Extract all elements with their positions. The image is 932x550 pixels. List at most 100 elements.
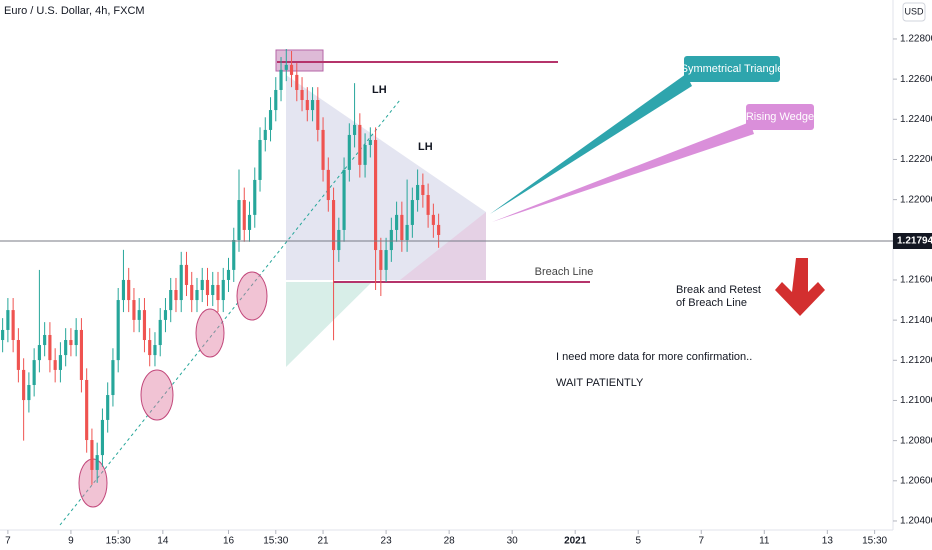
annotation: Symmetrical Triangle bbox=[681, 63, 784, 75]
trend-line bbox=[59, 99, 401, 526]
candle-body bbox=[79, 329, 83, 380]
circle bbox=[140, 369, 174, 421]
x-tick-label: 7 bbox=[5, 536, 11, 547]
candle-body bbox=[316, 100, 320, 130]
chart-title: Euro / U.S. Dollar, 4h, FXCM bbox=[4, 5, 145, 17]
candle-body bbox=[263, 129, 267, 140]
y-tick-label: 1.21600 bbox=[900, 275, 932, 286]
y-tick-label: 1.20800 bbox=[900, 435, 932, 446]
y-tick-label: 1.21000 bbox=[900, 395, 932, 406]
annotation: of Breach Line bbox=[676, 297, 747, 309]
candle-body bbox=[85, 379, 89, 441]
down-arrow bbox=[775, 258, 825, 316]
x-tick-label: 21 bbox=[317, 536, 329, 547]
x-tick-label: 5 bbox=[635, 536, 641, 547]
x-tick-label: 15:30 bbox=[106, 536, 131, 547]
candle-body bbox=[237, 200, 241, 240]
x-tick-label: 7 bbox=[698, 536, 704, 547]
candle-body bbox=[295, 74, 299, 90]
currency-button[interactable] bbox=[902, 2, 926, 22]
last-price-tag bbox=[893, 233, 932, 250]
callout-pointer bbox=[490, 74, 692, 214]
candle-body bbox=[300, 89, 304, 101]
candle-body bbox=[179, 264, 183, 301]
annotation: LH bbox=[418, 141, 433, 153]
y-tick-label: 1.22600 bbox=[900, 74, 932, 85]
candle-body bbox=[421, 184, 425, 196]
candle-body bbox=[195, 290, 199, 301]
candle-body bbox=[416, 184, 420, 201]
candle-body bbox=[347, 134, 351, 170]
x-tick-label: 13 bbox=[822, 536, 834, 547]
candle-body bbox=[58, 355, 62, 370]
x-tick-label: 16 bbox=[223, 536, 235, 547]
candle-body bbox=[153, 345, 157, 356]
candle-body bbox=[289, 64, 294, 75]
x-tick-label: 30 bbox=[507, 536, 519, 547]
candle-body bbox=[11, 310, 15, 341]
candle-body bbox=[389, 229, 393, 251]
x-tick-label: 2021 bbox=[564, 536, 587, 547]
candle-body bbox=[363, 145, 367, 165]
x-tick-label: 14 bbox=[157, 536, 169, 547]
candle-body bbox=[205, 279, 210, 296]
candle-body bbox=[384, 250, 388, 270]
top-box bbox=[275, 49, 324, 72]
candle-body bbox=[437, 224, 441, 235]
candle-body bbox=[48, 334, 52, 361]
candle-body bbox=[258, 139, 262, 180]
circle bbox=[195, 308, 225, 358]
candle-body bbox=[211, 284, 215, 296]
y-tick-label: 1.21400 bbox=[900, 315, 932, 326]
candle-body bbox=[163, 310, 168, 320]
candle-body bbox=[22, 369, 26, 401]
candle-body bbox=[368, 139, 372, 146]
x-tick-label: 9 bbox=[68, 536, 74, 547]
candle-body bbox=[305, 100, 309, 111]
candle-body bbox=[279, 69, 283, 90]
candle-body bbox=[95, 455, 99, 470]
candle-body bbox=[410, 200, 414, 225]
y-tick-label: 1.20600 bbox=[900, 475, 932, 486]
y-tick-label: 1.22400 bbox=[900, 114, 932, 125]
candle-body bbox=[106, 395, 110, 420]
y-tick-label: 1.22000 bbox=[900, 194, 932, 205]
annotation: LH bbox=[372, 84, 387, 96]
candle-body bbox=[121, 279, 126, 301]
candle-body bbox=[253, 179, 257, 215]
candle-body bbox=[431, 214, 435, 225]
annotation: Break and Retest bbox=[676, 284, 761, 296]
x-tick-label: 15:30 bbox=[862, 536, 887, 547]
candle-body bbox=[100, 419, 105, 456]
annotation: Breach Line bbox=[535, 266, 594, 278]
candle-body bbox=[32, 360, 36, 385]
candle-body bbox=[158, 319, 162, 346]
candle-body bbox=[232, 239, 236, 270]
y-tick-label: 1.22800 bbox=[900, 34, 932, 45]
candle-body bbox=[116, 300, 120, 361]
candle-body bbox=[358, 124, 362, 165]
y-tick-label: 1.21200 bbox=[900, 355, 932, 366]
callout-box bbox=[746, 104, 814, 130]
candle-body bbox=[284, 64, 288, 70]
candle-body bbox=[184, 264, 189, 285]
candle-body bbox=[221, 279, 225, 301]
candles bbox=[1, 49, 441, 485]
candle-body bbox=[137, 310, 141, 320]
candle-body bbox=[379, 250, 383, 270]
callout-box bbox=[684, 56, 780, 82]
x-tick-label: 15:30 bbox=[263, 536, 288, 547]
currency[interactable]: USD bbox=[904, 6, 924, 16]
candle-body bbox=[90, 440, 94, 470]
candle-body bbox=[405, 224, 409, 240]
candle-body bbox=[342, 169, 346, 230]
candle-body bbox=[247, 214, 252, 230]
candle-body bbox=[127, 279, 131, 301]
candle-body bbox=[395, 214, 399, 230]
candle-body bbox=[321, 129, 325, 170]
candle-body bbox=[148, 340, 152, 356]
candle-body bbox=[16, 340, 20, 370]
x-tick-label: 11 bbox=[759, 536, 770, 547]
y-tick-label: 1.22200 bbox=[900, 154, 932, 165]
callout-pointer bbox=[492, 122, 754, 222]
